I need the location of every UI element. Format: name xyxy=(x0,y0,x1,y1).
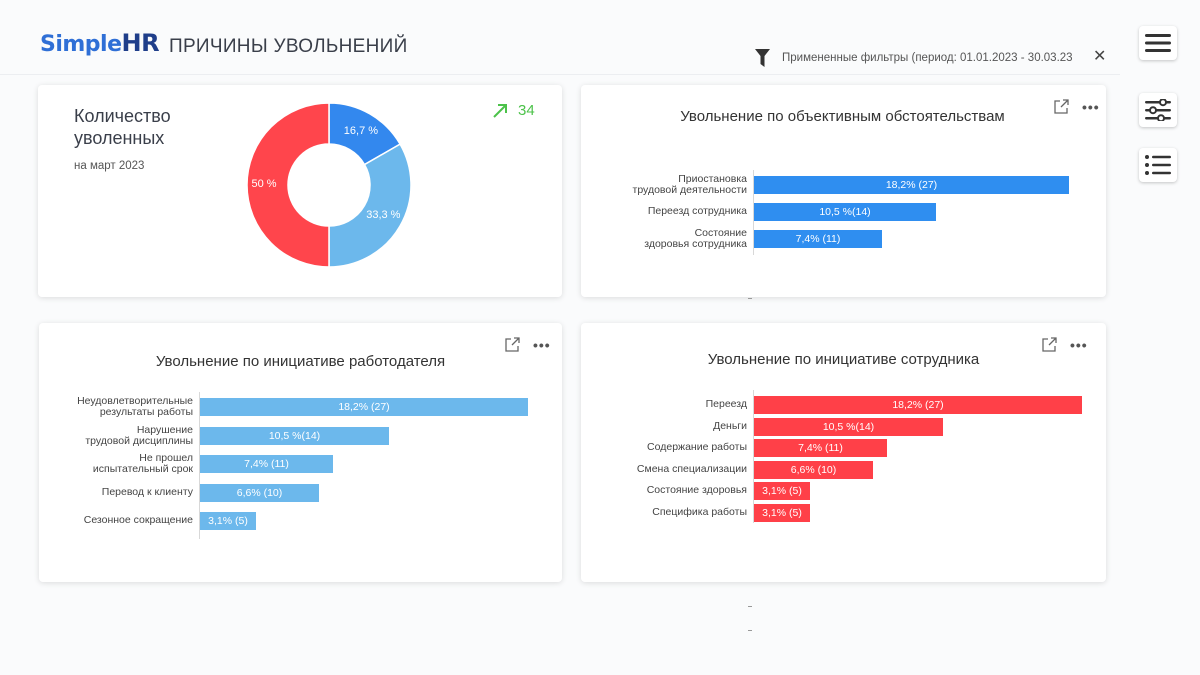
bar-label-line: Не прошел xyxy=(139,452,193,464)
bar-label-line: Состояние здоровья xyxy=(646,484,747,496)
kpi-period: на март 2023 xyxy=(74,160,145,172)
employer-initiative-card: Увольнение по инициативе работодателя ••… xyxy=(39,323,562,582)
bar-category-label: Состояние здоровья xyxy=(577,485,747,496)
bar[interactable]: 7,4% (11) xyxy=(754,230,882,248)
donut-slice[interactable] xyxy=(246,102,330,268)
bar-category-label: Деньги xyxy=(577,419,747,432)
employee-chart-title: Увольнение по инициативе сотрудника xyxy=(707,351,980,368)
kpi-title: Количество уволенных xyxy=(74,105,171,149)
expand-icon[interactable] xyxy=(1053,98,1070,115)
bar-category-label: Сезонное сокращение xyxy=(23,515,193,526)
bar-category-label: Не прошел испытательный срок xyxy=(23,453,193,475)
bar[interactable]: 6,6% (10) xyxy=(754,460,873,479)
bar[interactable]: 7,4% (11) xyxy=(754,439,887,457)
bar-category-label: Переезд сотрудника xyxy=(577,206,747,217)
donut-slice-label: 33,3 % xyxy=(366,208,401,221)
bar[interactable]: 10,5 %(14) xyxy=(754,417,943,436)
simplehr-logo[interactable]: SimpleHR xyxy=(40,29,160,57)
kpi-trend: 34 xyxy=(492,102,535,119)
more-options-icon[interactable]: ••• xyxy=(533,336,551,353)
list-icon xyxy=(1145,155,1171,175)
bar-label-line: трудовой дисциплины xyxy=(85,434,193,447)
more-options-icon[interactable]: ••• xyxy=(1082,98,1100,115)
donut-slice-label: 16,7 % xyxy=(343,124,379,137)
donut-slice[interactable] xyxy=(328,143,412,268)
bar-label-line: Смена специализации xyxy=(636,462,747,475)
list-view-button[interactable] xyxy=(1139,148,1177,182)
dismissed-count-card: Количество уволенных на март 2023 16,7 %… xyxy=(38,85,562,297)
filter-settings-button[interactable] xyxy=(1139,93,1177,127)
bar-label-line: трудовой деятельности xyxy=(632,184,747,196)
bar-category-label: Приостановка трудовой деятельности xyxy=(577,174,747,196)
bar-label-line: Состояние xyxy=(694,227,747,239)
bar-category-label: Переезд xyxy=(577,399,747,410)
bar[interactable]: 10,5 %(14) xyxy=(200,426,389,445)
bar[interactable]: 3,1% (5) xyxy=(754,503,810,522)
bar-label-line: Приостановка xyxy=(678,173,747,185)
bar-category-label: Неудовлетворительные результаты работы xyxy=(23,396,193,418)
bar[interactable]: 18,2% (27) xyxy=(200,398,528,416)
sliders-icon xyxy=(1145,99,1171,121)
bar-label-line: Нарушение xyxy=(136,423,193,436)
expand-icon[interactable] xyxy=(504,336,521,353)
menu-icon xyxy=(1145,34,1171,52)
bar[interactable]: 3,1% (5) xyxy=(200,512,256,530)
more-options-icon[interactable]: ••• xyxy=(1070,336,1088,353)
menu-button[interactable] xyxy=(1139,26,1177,60)
bar[interactable]: 3,1% (5) xyxy=(754,482,810,500)
clear-filters-button[interactable]: ✕ xyxy=(1093,48,1107,65)
bar[interactable]: 10,5 %(14) xyxy=(754,203,936,221)
bar-label-line: здоровья сотрудника xyxy=(644,238,747,250)
scroll-tick xyxy=(748,298,752,299)
scroll-tick xyxy=(748,606,752,607)
bar-label-line: Содержание работы xyxy=(647,441,747,453)
chart-axis xyxy=(199,392,200,539)
logo-hr: HR xyxy=(121,29,160,57)
filter-icon xyxy=(755,49,770,67)
card-toolbar: ••• xyxy=(1053,98,1100,115)
applied-filters-text: Примененные фильтры (период: 01.01.2023 … xyxy=(782,52,1073,64)
chart-axis xyxy=(753,390,754,523)
expand-icon[interactable] xyxy=(1041,336,1058,353)
bar-label-line: испытательный срок xyxy=(92,463,193,475)
trend-up-icon xyxy=(493,103,507,118)
bar-label-line: результаты работы xyxy=(99,406,193,418)
kpi-count-value: 34 xyxy=(518,102,535,119)
kpi-title-line2: уволенных xyxy=(74,128,165,148)
bar-label-line: Переезд сотрудника xyxy=(647,205,747,217)
bar-category-label: Содержание работы xyxy=(577,442,747,453)
bar-category-label: Специфика работы xyxy=(577,505,747,518)
objective-reasons-card: Увольнение по объективным обстоятельства… xyxy=(581,85,1106,297)
applied-filters[interactable]: Примененные фильтры (период: 01.01.2023 … xyxy=(755,48,1073,68)
bar-label-line: Деньги xyxy=(713,419,747,432)
employee-initiative-card: Увольнение по инициативе сотрудника ••• … xyxy=(581,323,1106,582)
card-toolbar: ••• xyxy=(1041,336,1088,353)
donut-slice-label: 50 % xyxy=(251,178,277,190)
employer-chart-title: Увольнение по инициативе работодателя xyxy=(155,353,446,370)
card-toolbar: ••• xyxy=(504,336,551,353)
dismissed-donut-chart xyxy=(246,102,412,268)
kpi-title-line1: Количество xyxy=(74,106,171,126)
bar[interactable]: 6,6% (10) xyxy=(200,483,319,502)
page-title: ПРИЧИНЫ УВОЛЬНЕНИЙ xyxy=(169,36,408,57)
bar-label-line: Неудовлетворительные xyxy=(77,395,193,407)
bar[interactable]: 18,2% (27) xyxy=(754,176,1069,194)
bar-label-line: Сезонное сокращение xyxy=(83,514,193,526)
bar-category-label: Нарушение трудовой дисциплины xyxy=(23,423,193,447)
header: SimpleHR ПРИЧИНЫ УВОЛЬНЕНИЙ Примененные … xyxy=(0,0,1120,75)
bar[interactable]: 7,4% (11) xyxy=(200,455,333,473)
scroll-tick xyxy=(748,630,752,631)
logo-simple: Simple xyxy=(40,32,122,57)
bar-category-label: Состояние здоровья сотрудника xyxy=(577,228,747,250)
bar-label-line: Специфика работы xyxy=(652,505,747,518)
bar-label-line: Переезд xyxy=(705,398,747,410)
bar-category-label: Смена специализации xyxy=(577,462,747,475)
bar[interactable]: 18,2% (27) xyxy=(754,396,1082,414)
objective-chart-title: Увольнение по объективным обстоятельства… xyxy=(680,108,1005,125)
bar-label-line: Перевод к клиенту xyxy=(101,485,193,498)
chart-axis xyxy=(753,170,754,255)
bar-category-label: Перевод к клиенту xyxy=(23,485,193,498)
